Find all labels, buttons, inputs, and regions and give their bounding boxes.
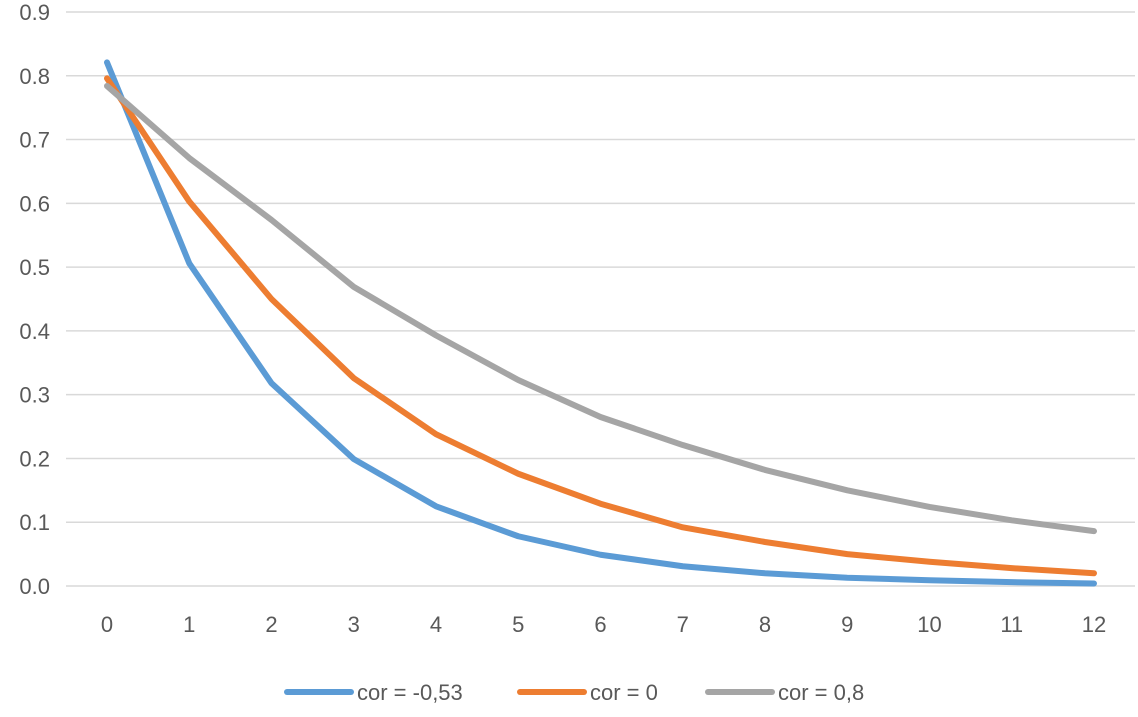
- y-tick-label: 0.6: [19, 191, 50, 216]
- y-tick-label: 0.0: [19, 574, 50, 599]
- x-tick-label: 10: [917, 612, 941, 637]
- x-tick-label: 0: [101, 612, 113, 637]
- x-tick-label: 5: [512, 612, 524, 637]
- y-tick-label: 0.8: [19, 64, 50, 89]
- x-tick-label: 8: [759, 612, 771, 637]
- x-tick-label: 2: [265, 612, 277, 637]
- y-tick-label: 0.4: [19, 319, 50, 344]
- x-tick-label: 3: [348, 612, 360, 637]
- y-tick-label: 0.5: [19, 255, 50, 280]
- y-tick-label: 0.9: [19, 0, 50, 25]
- series-line: [104, 82, 1097, 535]
- legend-label: cor = 0: [590, 680, 658, 705]
- y-tick-label: 0.7: [19, 128, 50, 153]
- x-tick-label: 9: [841, 612, 853, 637]
- x-tick-label: 4: [430, 612, 442, 637]
- legend-label: cor = -0,53: [357, 680, 463, 705]
- x-tick-label: 12: [1082, 612, 1106, 637]
- legend-label: cor = 0,8: [778, 680, 864, 705]
- x-tick-label: 6: [594, 612, 606, 637]
- y-tick-label: 0.2: [19, 446, 50, 471]
- series-line: [104, 59, 1097, 587]
- series-line: [104, 75, 1097, 577]
- x-tick-label: 1: [183, 612, 195, 637]
- x-tick-label: 11: [1000, 612, 1023, 637]
- x-tick-label: 7: [677, 612, 689, 637]
- y-tick-label: 0.3: [19, 383, 50, 408]
- y-tick-label: 0.1: [19, 510, 50, 535]
